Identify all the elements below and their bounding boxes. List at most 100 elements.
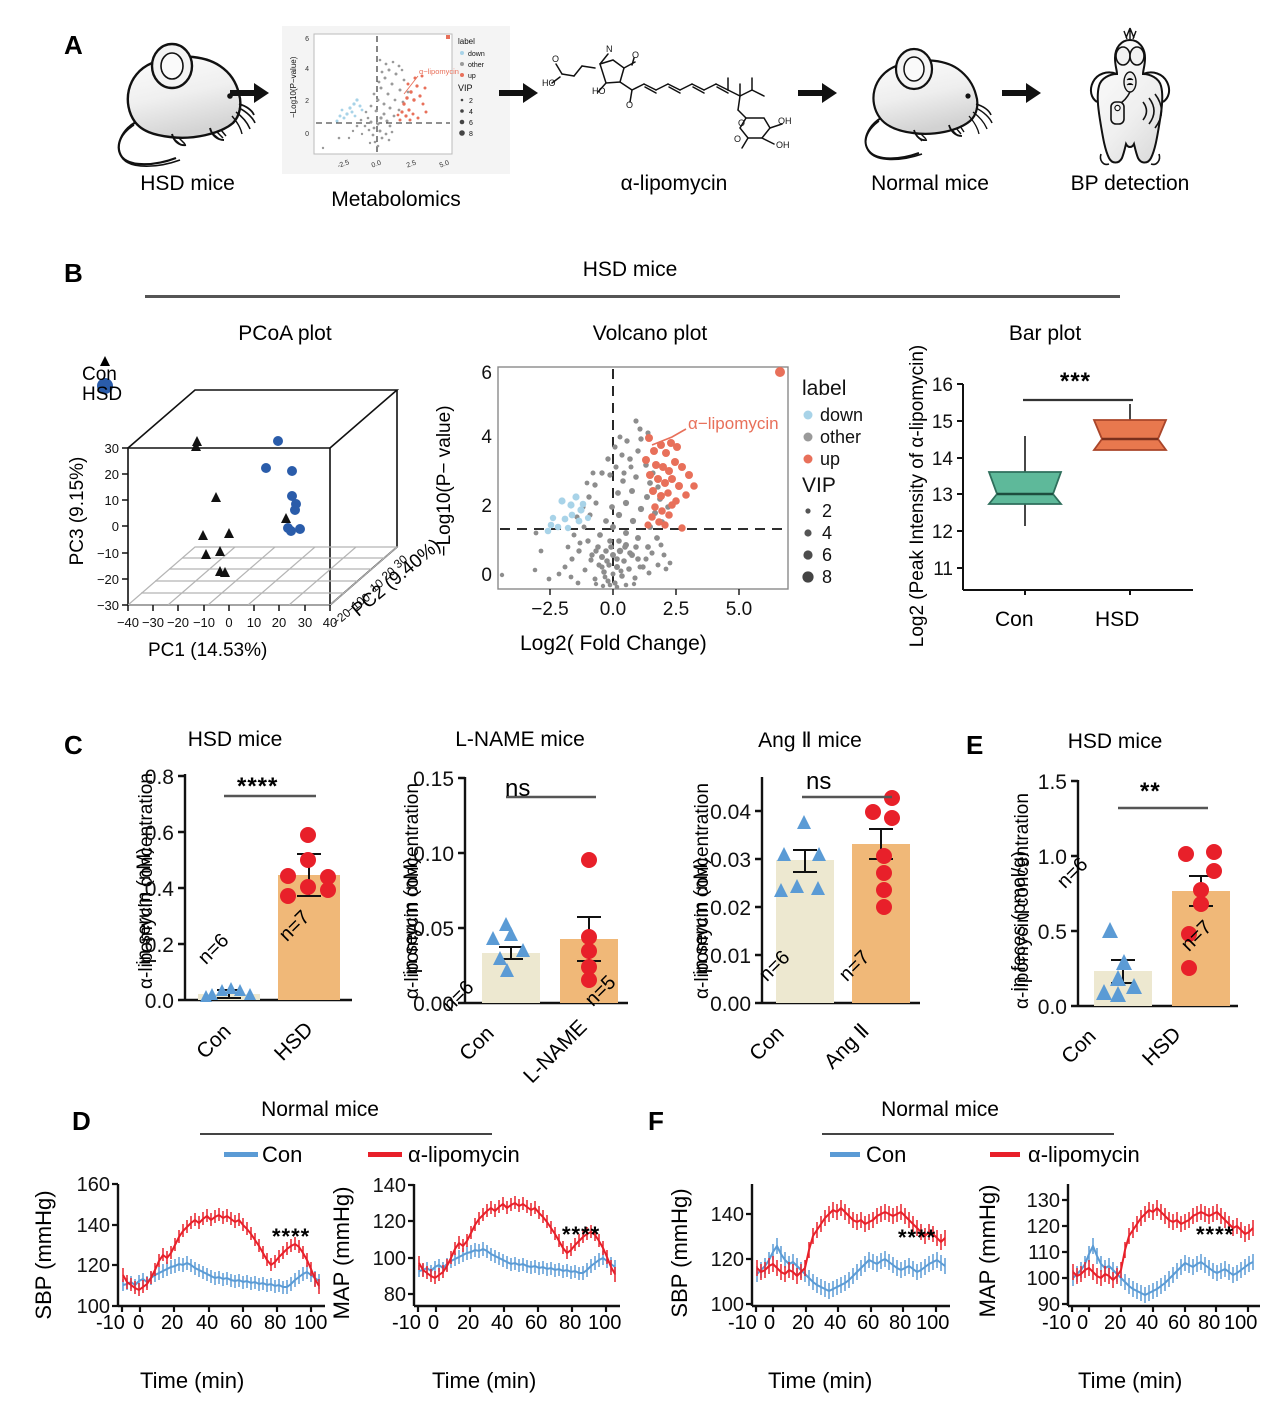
svg-text:5.0: 5.0 (439, 160, 451, 170)
arrow-icon-1 (228, 80, 272, 106)
svg-text:80: 80 (384, 1284, 406, 1306)
svg-text:OH: OH (776, 140, 790, 150)
panel-f-chart-1-xtick-1: 0 (1077, 1312, 1089, 1334)
panel-f-chart-1-xtick-3: 40 (1136, 1312, 1159, 1334)
boxplot-xtick-hsd: HSD (1095, 608, 1140, 631)
panel-d-chart-1-xtick-2: 20 (457, 1312, 480, 1334)
svg-text:label: label (802, 377, 846, 400)
panel-a-caption-0: HSD mice (140, 172, 235, 195)
points-hsd (280, 827, 336, 904)
panel-d-chart-1-significance: **** (562, 1222, 601, 1247)
svg-text:8: 8 (822, 567, 832, 587)
svg-text:160: 160 (77, 1174, 110, 1196)
svg-text:−30: −30 (142, 615, 164, 630)
panel-f-chart-0-xtick-5: 80 (889, 1312, 912, 1334)
panel-d-divider (200, 1133, 492, 1135)
svg-text:2: 2 (305, 98, 309, 105)
svg-text:−10: −10 (193, 615, 215, 630)
svg-text:0: 0 (112, 519, 119, 534)
svg-text:2.5: 2.5 (663, 599, 689, 620)
svg-text:2: 2 (822, 501, 832, 521)
pcoa-points-hsd (261, 436, 305, 536)
panel-f-divider (822, 1133, 1114, 1135)
panel-f-chart-1-xtick-5: 80 (1198, 1312, 1221, 1334)
panel-e-chart: 0.0 0.5 1.0 1.5 (1000, 768, 1250, 1028)
panel-f-chart-1-xtick-4: 60 (1168, 1312, 1191, 1334)
svg-text:140: 140 (77, 1215, 110, 1237)
svg-text:HO: HO (592, 86, 606, 96)
volcano-annotation-text: α−lipomycin (688, 414, 779, 433)
svg-text:16: 16 (932, 375, 953, 396)
panel-c-chart-1-significance: ns (505, 775, 531, 802)
panel-f-chart-0-xtick-6: 100 (916, 1312, 950, 1334)
svg-text:100: 100 (711, 1294, 744, 1316)
panel-c-chart-2-xtick-con: Con (745, 1021, 789, 1066)
svg-text:0: 0 (481, 565, 492, 586)
svg-text:12: 12 (932, 522, 953, 543)
svg-text:0.00: 0.00 (710, 993, 751, 1016)
pcoa-xlabel: PC1 (14.53%) (148, 640, 268, 661)
panel-a-caption-1: Metabolomics (331, 188, 461, 211)
svg-text:140: 140 (711, 1204, 744, 1226)
panel-d-chart-1-xlabel: Time (min) (432, 1368, 537, 1393)
svg-text:0: 0 (225, 615, 232, 630)
panel-a-caption-3: Normal mice (871, 172, 989, 195)
panel-d-chart-1-ylabel: MAP (mmHg) (329, 1186, 354, 1320)
svg-text:HO: HO (542, 78, 556, 88)
box-hsd (1092, 404, 1168, 451)
points-con (1096, 922, 1142, 1002)
svg-text:4: 4 (469, 109, 473, 116)
svg-text:0.00: 0.00 (413, 993, 454, 1016)
svg-text:0.5: 0.5 (1038, 921, 1067, 944)
svg-text:−30: −30 (97, 598, 119, 613)
points-con (774, 815, 826, 897)
panel-d-chart-0-xlabel: Time (min) (140, 1368, 245, 1393)
panel-d-chart-1-xtick-4: 60 (525, 1312, 548, 1334)
svg-text:OH: OH (778, 116, 792, 126)
panel-a-caption-4: BP detection (1070, 172, 1190, 195)
svg-text:other: other (820, 427, 861, 447)
svg-text:30: 30 (105, 441, 119, 456)
svg-text:90: 90 (1038, 1294, 1060, 1316)
svg-text:100: 100 (77, 1296, 110, 1318)
volcano-plot-thumb-icon: 6 4 2 0 -2.5 0.0 2.5 5.0 (282, 26, 510, 174)
panel-f-chart-0-significance: **** (898, 1225, 937, 1250)
panel-c-chart-0: 0.0 0.2 0.4 0.6 0.8 (120, 762, 370, 1022)
svg-text:0.04: 0.04 (710, 801, 751, 824)
svg-text:VIP: VIP (802, 474, 836, 497)
panel-e-xtick-hsd: HSD (1138, 1022, 1186, 1071)
panel-f-chart-1-ylabel: MAP (mmHg) (975, 1184, 1000, 1318)
panel-f-chart-0-xtick-4: 60 (857, 1312, 880, 1334)
svg-text:13: 13 (932, 485, 953, 506)
panel-f-chart-1: 90 100 110 120 130 (1020, 1180, 1270, 1340)
svg-text:0.15: 0.15 (413, 768, 454, 791)
svg-text:down: down (820, 405, 863, 425)
boxplot-title: Bar plot (1008, 322, 1082, 345)
panel-d-header: Normal mice (261, 1098, 379, 1121)
panel-d-chart-0-xtick-3: 40 (196, 1312, 219, 1334)
svg-text:0.0: 0.0 (600, 599, 626, 620)
chemical-structure-icon: N O O HO HO O O OH OH O (540, 36, 808, 172)
svg-text:0.0: 0.0 (145, 990, 174, 1013)
pcoa-legend-label-hsd: HSD (82, 384, 123, 405)
svg-text:0.8: 0.8 (145, 766, 174, 789)
svg-text:4: 4 (305, 66, 309, 73)
panel-f-legend-label-lipo: α-lipomycin (1028, 1142, 1140, 1167)
panel-f-chart-0-ylabel: SBP (mmHg) (667, 1188, 692, 1318)
mouse-bp-telemetry-icon (1055, 22, 1205, 172)
arrow-icon-4 (1000, 80, 1044, 106)
volcano-xlabel: Log2( Fold Change) (520, 632, 707, 655)
svg-text:−2.5: −2.5 (531, 599, 569, 620)
panel-f-chart-1-xtick-6: 100 (1224, 1312, 1258, 1334)
svg-text:120: 120 (711, 1249, 744, 1271)
svg-text:1.0: 1.0 (1038, 846, 1067, 869)
svg-text:α−lipomycin: α−lipomycin (419, 67, 459, 76)
panel-label-f: F (648, 1106, 664, 1136)
svg-text:−20: −20 (97, 572, 119, 587)
svg-text:0.01: 0.01 (710, 945, 751, 968)
svg-text:−10: −10 (97, 546, 119, 561)
panel-d-chart-0-xtick-0: -10 (96, 1312, 125, 1334)
pcoa-legend (97, 356, 113, 394)
svg-text:120: 120 (77, 1255, 110, 1277)
